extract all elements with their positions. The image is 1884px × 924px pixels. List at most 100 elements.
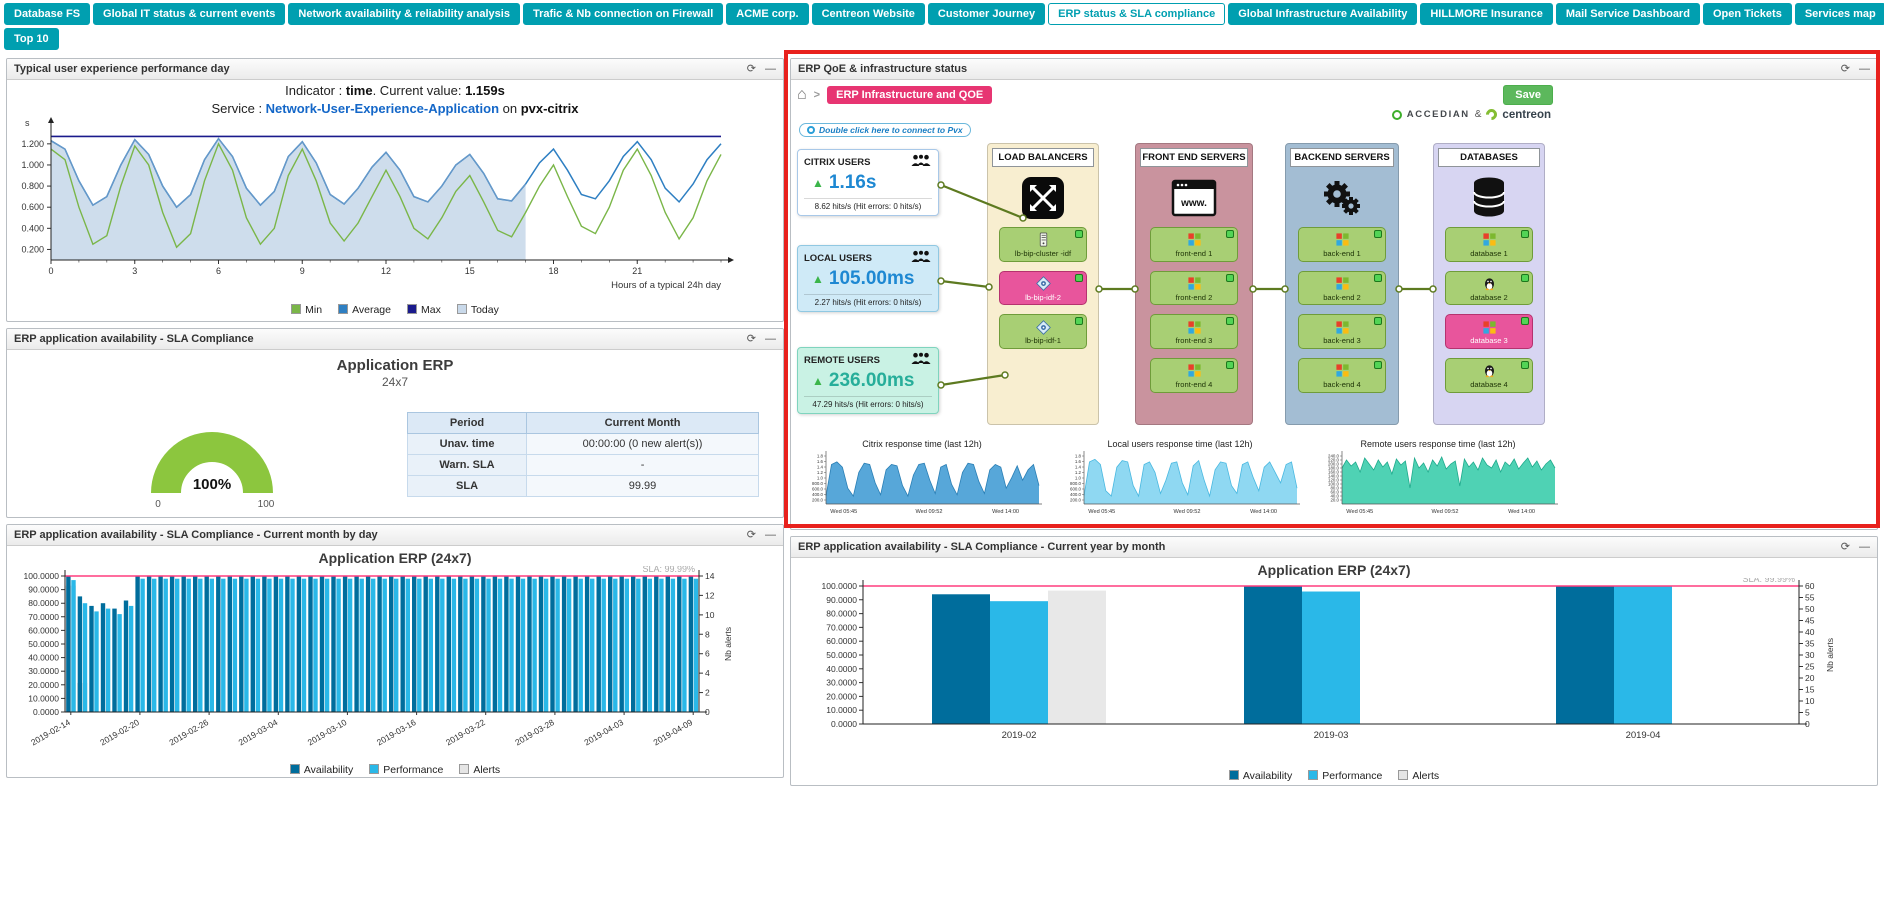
tab-hillmore-insurance[interactable]: HILLMORE Insurance <box>1420 3 1553 25</box>
user-box-local-users[interactable]: LOCAL USERS ▲ 105.00ms 2.27 hits/s (Hit err… <box>797 245 939 312</box>
svg-text:4: 4 <box>705 668 710 678</box>
svg-text:80.0000: 80.0000 <box>826 609 857 619</box>
svg-text:80.0000: 80.0000 <box>28 598 59 608</box>
tab-global-it-status-current-events[interactable]: Global IT status & current events <box>93 3 286 25</box>
tab-acme-corp[interactable]: ACME corp. <box>726 3 809 25</box>
svg-text:Wed 05:45: Wed 05:45 <box>1346 509 1373 515</box>
svg-text:Wed 14:00: Wed 14:00 <box>1250 509 1277 515</box>
svg-text:30.0000: 30.0000 <box>28 666 59 676</box>
node-back-end-4[interactable]: back-end 4 <box>1298 358 1386 393</box>
tab-customer-journey[interactable]: Customer Journey <box>927 3 1046 25</box>
tab-mail-service-dashboard[interactable]: Mail Service Dashboard <box>1555 3 1700 25</box>
minimize-icon[interactable]: — <box>1859 62 1870 75</box>
node-database-1[interactable]: database 1 <box>1445 227 1533 262</box>
user-box-citrix-users[interactable]: CITRIX USERS ▲ 1.16s 8.62 hits/s (Hit error… <box>797 149 939 216</box>
svg-text:20.0: 20.0 <box>1330 498 1339 503</box>
node-front-end-2[interactable]: front-end 2 <box>1150 270 1238 306</box>
tab-open-tickets[interactable]: Open Tickets <box>1702 3 1792 25</box>
daily-chart-title: Application ERP (24x7) <box>318 550 472 566</box>
pvx-connect-link[interactable]: Double click here to connect to Pvx <box>799 123 971 137</box>
tab-erp-status-sla-compliance[interactable]: ERP status & SLA compliance <box>1048 3 1226 25</box>
node-back-end-3[interactable]: back-end 3 <box>1298 314 1386 350</box>
node-database-2[interactable]: database 2 <box>1445 270 1533 306</box>
svg-text:50.0000: 50.0000 <box>28 639 59 649</box>
refresh-icon[interactable]: ⟳ <box>1840 62 1850 75</box>
svg-text:0: 0 <box>1805 719 1810 729</box>
svg-text:600.0: 600.0 <box>1070 487 1082 492</box>
windows-icon <box>1335 318 1350 335</box>
panel-title: ERP application availability - SLA Compl… <box>14 333 254 345</box>
availability-gauge: 100% 0 100 <box>151 432 275 510</box>
svg-text:Wed 05:45: Wed 05:45 <box>1088 509 1115 515</box>
trend-up-icon: ▲ <box>812 176 824 190</box>
node-front-end-1[interactable]: front-end 1 <box>1150 227 1238 262</box>
svg-text:2019-03: 2019-03 <box>1314 730 1349 741</box>
node-database-3[interactable]: database 3 <box>1445 314 1533 350</box>
refresh-icon[interactable]: ⟳ <box>746 528 756 541</box>
svg-text:1.0: 1.0 <box>817 476 824 481</box>
node-front-end-4[interactable]: front-end 4 <box>1150 358 1238 393</box>
application-title: Application ERP <box>336 357 454 374</box>
windows-icon <box>1482 318 1497 335</box>
sla-table-row: Unav. time 00:00:00 (0 new alert(s)) <box>406 432 759 455</box>
svg-text:30.0000: 30.0000 <box>826 678 857 688</box>
tab-global-infrastructure-availability[interactable]: Global Infrastructure Availability <box>1228 3 1418 25</box>
status-ok-indicator <box>1075 273 1083 282</box>
refresh-icon[interactable]: ⟳ <box>746 332 756 345</box>
node-back-end-2[interactable]: back-end 2 <box>1298 270 1386 306</box>
node-lb-bip-idf-1[interactable]: lb-bip-idf-1 <box>999 314 1087 350</box>
svg-text:2019-03-04: 2019-03-04 <box>237 717 280 748</box>
daily-legend: Availability Performance Alerts <box>7 764 783 776</box>
accedian-logo-text: ACCEDIAN <box>1406 109 1470 120</box>
node-database-4[interactable]: database 4 <box>1445 358 1533 393</box>
home-icon[interactable]: ⌂ <box>797 86 807 103</box>
node-front-end-3[interactable]: front-end 3 <box>1150 314 1238 350</box>
status-ok-indicator <box>1374 361 1382 370</box>
tab-top-10[interactable]: Top 10 <box>4 28 59 50</box>
trend-up-icon: ▲ <box>812 374 824 388</box>
user-box-remote-users[interactable]: REMOTE USERS ▲ 236.00ms 47.29 hits/s (Hit e… <box>797 347 939 414</box>
minimize-icon[interactable]: — <box>765 332 776 345</box>
save-button[interactable]: Save <box>1503 85 1553 105</box>
panel-header: Typical user experience performance day … <box>7 59 783 80</box>
refresh-icon[interactable]: ⟳ <box>1840 540 1850 553</box>
svg-text:40.0000: 40.0000 <box>28 653 59 663</box>
svg-text:0: 0 <box>48 266 53 276</box>
service-link[interactable]: Network-User-Experience-Application <box>265 101 500 116</box>
monthly-legend-performance: Performance <box>1308 770 1382 782</box>
svg-text:1.2: 1.2 <box>1075 470 1082 475</box>
svg-text:12: 12 <box>381 266 391 276</box>
status-ok-indicator <box>1521 273 1529 282</box>
node-lb-bip-idf-2[interactable]: lb-bip-idf-2 <box>999 270 1087 306</box>
column-databases: DATABASES database 1 database 2 database 3 d… <box>1433 143 1545 425</box>
svg-text:Nb alerts: Nb alerts <box>1825 638 1835 672</box>
tab-network-availability-reliability-analysis[interactable]: Network availability & reliability analy… <box>288 3 520 25</box>
tab-trafic-nb-connection-on-firewall[interactable]: Trafic & Nb connection on Firewall <box>522 3 724 25</box>
tab-centreon-website[interactable]: Centreon Website <box>811 3 925 25</box>
svg-text:2019-03-10: 2019-03-10 <box>306 717 349 748</box>
monthly-bar-chart: 0.0000 10.0000 20.0000 30.0000 40.0000 50.000… <box>822 574 1835 741</box>
svg-text:20.0000: 20.0000 <box>826 691 857 701</box>
svg-text:0.600: 0.600 <box>21 202 44 212</box>
svg-text:90.0000: 90.0000 <box>28 585 59 595</box>
node-back-end-1[interactable]: back-end 1 <box>1298 227 1386 262</box>
refresh-icon[interactable]: ⟳ <box>746 62 756 75</box>
users-icon <box>910 250 932 266</box>
minimize-icon[interactable]: — <box>1859 540 1870 553</box>
svg-text:20: 20 <box>1805 673 1815 683</box>
panel-header: ERP application availability - SLA Compl… <box>7 329 783 350</box>
minimize-icon[interactable]: — <box>765 62 776 75</box>
tab-database-fs[interactable]: Database FS <box>4 3 91 25</box>
daily-legend-alerts: Alerts <box>459 764 500 776</box>
users-icon <box>910 154 932 170</box>
column-header: FRONT END SERVERS <box>1140 148 1248 167</box>
tab-services-map[interactable]: Services map <box>1794 3 1884 25</box>
breadcrumb-badge[interactable]: ERP Infrastructure and QOE <box>827 86 993 104</box>
svg-text:220.0: 220.0 <box>1328 458 1340 463</box>
svg-text:400.0: 400.0 <box>1070 492 1082 497</box>
svg-text:2019-03-28: 2019-03-28 <box>513 717 556 748</box>
panel-header: ERP application availability - SLA Compl… <box>7 525 783 546</box>
minimize-icon[interactable]: — <box>765 528 776 541</box>
users-icon <box>910 352 932 368</box>
node-lb-bip-cluster-idf[interactable]: lb-bip-cluster -idf <box>999 227 1087 262</box>
